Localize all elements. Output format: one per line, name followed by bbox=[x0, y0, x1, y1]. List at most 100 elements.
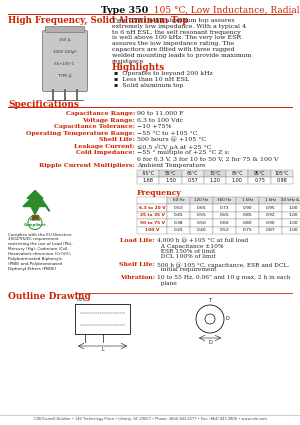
Text: 65°C: 65°C bbox=[187, 170, 198, 176]
Text: 1 kHz: 1 kHz bbox=[265, 198, 276, 202]
Text: High Frequency, Solid Aluminum Top: High Frequency, Solid Aluminum Top bbox=[8, 16, 188, 25]
Text: Complies with the EU Directive
2002/95/EC requirement
restricting the use of Lea: Complies with the EU Directive 2002/95/E… bbox=[8, 232, 73, 271]
Text: 0.65: 0.65 bbox=[196, 206, 206, 210]
Text: 1.68: 1.68 bbox=[143, 178, 154, 182]
Text: ▪  Operates to beyond 200 kHz: ▪ Operates to beyond 200 kHz bbox=[114, 71, 213, 76]
Polygon shape bbox=[32, 215, 38, 218]
Text: 1.00: 1.00 bbox=[289, 213, 298, 217]
Text: 50 to 75 V: 50 to 75 V bbox=[140, 221, 164, 225]
Text: capacitors are fitted with three rugged: capacitors are fitted with three rugged bbox=[112, 47, 235, 52]
Text: Capacitance Range:: Capacitance Range: bbox=[66, 111, 135, 116]
Bar bbox=[137, 176, 159, 184]
Text: 0.75: 0.75 bbox=[254, 178, 265, 182]
Text: Capacitance Tolerance:: Capacitance Tolerance: bbox=[54, 124, 135, 129]
Text: is well above 100 kHz. The very low ESR: is well above 100 kHz. The very low ESR bbox=[112, 35, 241, 40]
Text: 500 hours @ +105 °C: 500 hours @ +105 °C bbox=[137, 137, 206, 142]
Bar bbox=[236, 219, 259, 227]
Text: 0.57: 0.57 bbox=[187, 178, 198, 182]
Bar bbox=[213, 196, 236, 204]
Text: Highlights: Highlights bbox=[112, 62, 165, 71]
Text: T: T bbox=[208, 298, 211, 303]
Text: D: D bbox=[226, 317, 230, 321]
Text: 105 °C, Low Inductance, Radial, Aluminum Electrolytic: 105 °C, Low Inductance, Radial, Aluminum… bbox=[148, 6, 300, 15]
Text: ▪  Less than 10 nH ESL: ▪ Less than 10 nH ESL bbox=[114, 76, 189, 82]
Bar bbox=[75, 304, 130, 334]
Text: 500 h @ 105 °C, capacitance, ESR and DCL,: 500 h @ 105 °C, capacitance, ESR and DCL… bbox=[157, 262, 289, 268]
Text: to 6 nH ESL, the self resonant frequency: to 6 nH ESL, the self resonant frequency bbox=[112, 30, 241, 34]
Text: 0.53: 0.53 bbox=[174, 206, 183, 210]
FancyBboxPatch shape bbox=[43, 31, 88, 91]
Bar bbox=[159, 170, 182, 176]
Text: Frequency: Frequency bbox=[137, 189, 182, 196]
Text: 1.20: 1.20 bbox=[210, 178, 220, 182]
Bar bbox=[213, 204, 236, 212]
Text: 0.95: 0.95 bbox=[266, 206, 275, 210]
Text: 25 to 35 V: 25 to 35 V bbox=[140, 213, 164, 217]
Text: plane: plane bbox=[157, 280, 177, 286]
Bar bbox=[137, 204, 167, 212]
Text: 1.00: 1.00 bbox=[289, 206, 298, 210]
Bar bbox=[259, 227, 282, 234]
Text: 0.45: 0.45 bbox=[174, 213, 183, 217]
Text: 100 V: 100 V bbox=[145, 228, 159, 232]
Bar bbox=[190, 227, 213, 234]
Text: 0.75: 0.75 bbox=[243, 228, 252, 232]
Text: initial requirement: initial requirement bbox=[157, 267, 217, 272]
Text: 75°C: 75°C bbox=[209, 170, 221, 176]
Text: 100V 220µF: 100V 220µF bbox=[53, 50, 77, 54]
Text: 0.55: 0.55 bbox=[196, 213, 206, 217]
Bar bbox=[159, 176, 182, 184]
Text: RoHS
Compliant: RoHS Compliant bbox=[24, 218, 46, 227]
Text: 10 kHz & up: 10 kHz & up bbox=[281, 198, 300, 202]
Text: 95°C: 95°C bbox=[254, 170, 265, 176]
Bar bbox=[226, 176, 248, 184]
Text: Δ Capacitance ±10%: Δ Capacitance ±10% bbox=[157, 244, 224, 249]
Text: 1.00: 1.00 bbox=[289, 228, 298, 232]
Text: 90 to 11,000 F: 90 to 11,000 F bbox=[137, 111, 184, 116]
Bar bbox=[282, 204, 300, 212]
Text: Shelf Life:: Shelf Life: bbox=[99, 137, 135, 142]
Text: 0.92: 0.92 bbox=[266, 213, 275, 217]
Text: 6.3 to 100 Vdc: 6.3 to 100 Vdc bbox=[137, 117, 183, 122]
Text: 0.98: 0.98 bbox=[277, 178, 287, 182]
Text: −10 +75%: −10 +75% bbox=[137, 124, 172, 129]
Text: CDE/Cornell Dubilier • 140 Technology Place • Liberty, SC 29657 • Phone: (864) 8: CDE/Cornell Dubilier • 140 Technology Pl… bbox=[34, 417, 266, 421]
Bar bbox=[236, 204, 259, 212]
Text: 0.60: 0.60 bbox=[220, 221, 229, 225]
Bar bbox=[259, 204, 282, 212]
Text: 0.25: 0.25 bbox=[174, 228, 183, 232]
Bar bbox=[137, 212, 167, 219]
Text: 85°C: 85°C bbox=[232, 170, 243, 176]
Bar bbox=[137, 219, 167, 227]
Polygon shape bbox=[23, 190, 47, 215]
Text: Shelf Life:: Shelf Life: bbox=[119, 262, 155, 267]
Bar bbox=[137, 170, 159, 176]
Text: 1.50: 1.50 bbox=[165, 178, 176, 182]
Text: 6.3 to 20 V: 6.3 to 20 V bbox=[139, 206, 165, 210]
Bar bbox=[236, 196, 259, 204]
Text: Type 350’s solid aluminum top assures: Type 350’s solid aluminum top assures bbox=[112, 18, 235, 23]
Text: DCL 100% of limit: DCL 100% of limit bbox=[157, 255, 216, 260]
Bar bbox=[248, 170, 271, 176]
Text: resistance: resistance bbox=[112, 59, 144, 64]
Text: 0.90: 0.90 bbox=[243, 206, 252, 210]
Bar bbox=[259, 219, 282, 227]
Text: Load Life:: Load Life: bbox=[120, 238, 155, 243]
Text: Operating Temperature Range:: Operating Temperature Range: bbox=[26, 130, 135, 136]
Text: -55°C: -55°C bbox=[142, 170, 154, 176]
Text: L: L bbox=[101, 347, 104, 352]
Bar bbox=[190, 212, 213, 219]
Bar bbox=[167, 204, 190, 212]
Bar bbox=[236, 212, 259, 219]
Text: ESR 150% of limit: ESR 150% of limit bbox=[157, 249, 215, 254]
Bar bbox=[282, 219, 300, 227]
Text: 350 JL: 350 JL bbox=[59, 38, 71, 42]
Text: 0.50: 0.50 bbox=[196, 221, 206, 225]
Text: 0.90: 0.90 bbox=[266, 221, 275, 225]
Text: 0.65: 0.65 bbox=[220, 213, 230, 217]
Text: ▪  Solid aluminum top: ▪ Solid aluminum top bbox=[114, 82, 184, 88]
Text: ≤0.5 √CV µA at +25 °C: ≤0.5 √CV µA at +25 °C bbox=[137, 144, 211, 150]
Bar bbox=[167, 219, 190, 227]
Text: assures the low impedance rating. The: assures the low impedance rating. The bbox=[112, 41, 234, 46]
Text: 0.85: 0.85 bbox=[243, 213, 252, 217]
